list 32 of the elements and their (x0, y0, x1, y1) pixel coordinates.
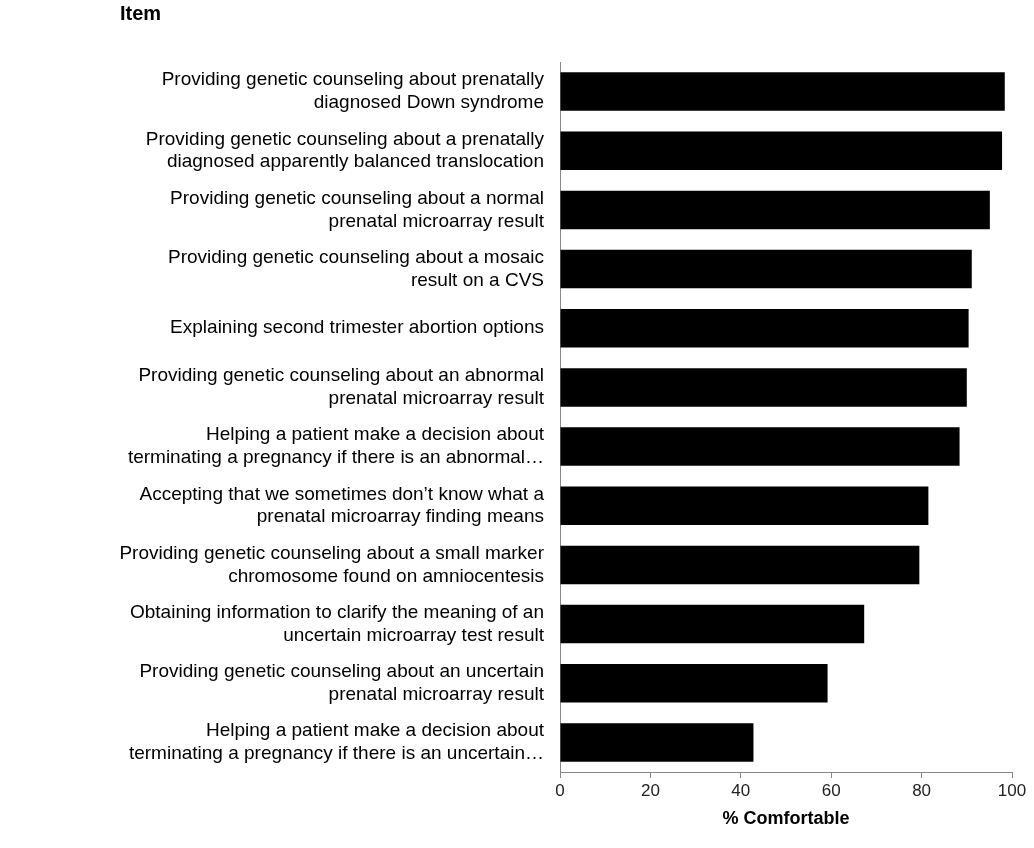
bar (560, 486, 929, 525)
x-tick-label: 20 (640, 780, 660, 800)
bar (560, 309, 969, 348)
y-tick-label: Accepting that we sometimes don’t know what a prenatal microarray finding means (139, 482, 545, 527)
x-tick-label: 80 (912, 780, 932, 800)
y-tick-label: Providing genetic counseling about prenatally diagnosed Down syndrome (161, 68, 545, 113)
y-tick-label: Explaining second trimester abortion options (170, 316, 544, 338)
y-tick-label: Helping a patient make a decision about terminating a pregnancy if there is an abnormal… (127, 423, 545, 468)
bar (560, 545, 920, 585)
y-tick-label: Helping a patient make a decision about terminating a pregnancy if there is an uncertain… (128, 719, 545, 764)
bar (560, 723, 754, 762)
bar (560, 604, 865, 644)
y-tick-label: Providing genetic counseling about an uncertain prenatal microarray result (139, 660, 545, 704)
x-tick-label: 100 (997, 780, 1027, 800)
y-tick-label: Providing genetic counseling about a small marker chromosome found on amniocentesis (119, 541, 545, 586)
bar (560, 72, 1005, 111)
x-axis-title: % Comfortable (722, 808, 850, 829)
bar (560, 368, 967, 407)
x-tick-label: 40 (731, 780, 751, 800)
y-tick-label: Providing genetic counseling about a mosaic result on a CVS (167, 245, 544, 290)
x-tick-label: 0 (555, 780, 565, 800)
bar (560, 190, 990, 230)
y-tick-label: Obtaining information to clarify the meaning of an uncertain microarray test result (129, 600, 545, 645)
text: Item (120, 1, 162, 24)
bar (560, 249, 972, 289)
bar (560, 664, 828, 703)
y-tick-label: Providing genetic counseling about a prenatally diagnosed apparently balanced translocation (145, 127, 545, 172)
y-tick-label: Providing genetic counseling about a normal prenatal microarray result (170, 186, 545, 231)
x-tick-label: 60 (821, 780, 841, 800)
bar (560, 427, 960, 466)
y-tick-label: Providing genetic counseling about an abnormal prenatal microarray result (138, 364, 545, 409)
bar (560, 131, 1003, 170)
